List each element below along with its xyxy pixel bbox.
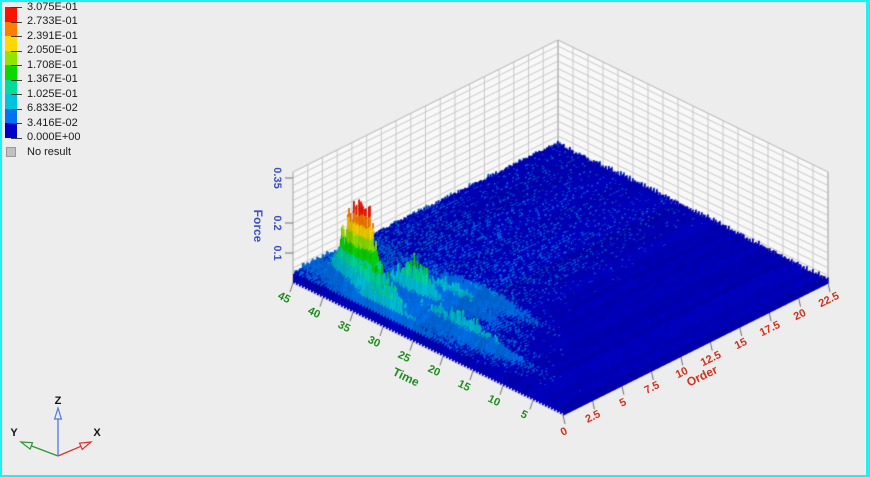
triad-z-axis-arrowhead <box>53 405 63 420</box>
order-tick-label: 7.5 <box>642 379 662 397</box>
legend-color-segment <box>5 50 17 65</box>
time-tick-label: 20 <box>425 363 443 380</box>
legend-tick <box>11 94 22 95</box>
axis-triad: Y X Z <box>10 395 101 457</box>
triad-x-label: X <box>93 427 101 439</box>
legend-level-label: 2.733E-01 <box>27 15 78 27</box>
force-axis-title: Force <box>251 209 265 243</box>
legend-tick <box>11 50 22 52</box>
legend-tick <box>11 7 22 8</box>
legend-level-label: 3.075E-01 <box>27 0 78 13</box>
legend-tick <box>11 21 22 23</box>
legend-color-segment <box>5 7 17 22</box>
legend-color-segment <box>5 123 17 138</box>
order-tick-label: 20 <box>791 306 808 323</box>
legend-color-segment <box>5 108 17 123</box>
triad-x-axis-arrowhead <box>78 441 93 451</box>
legend-level-label: 3.416E-02 <box>27 116 78 129</box>
legend-tick <box>11 137 22 139</box>
time-axis-title: Time <box>390 364 422 390</box>
time-tick-label: 35 <box>335 319 353 336</box>
legend-level-label: 2.391E-01 <box>27 29 78 42</box>
legend-color-segment <box>5 21 17 36</box>
legend-level-label: 2.050E-01 <box>27 44 78 56</box>
legend-colorbar[interactable] <box>5 7 17 138</box>
legend-level-label: 6.833E-02 <box>27 102 78 114</box>
order-tick-label: 0 <box>558 425 570 439</box>
triad-z-label: Z <box>55 395 62 407</box>
legend-color-segment <box>5 65 17 80</box>
triad-y-axis-line <box>31 445 59 457</box>
triad-x-axis-line <box>57 445 82 457</box>
order-tick-label: 5 <box>617 395 629 410</box>
force-tick-label: 0.2 <box>271 215 283 231</box>
legend-tick <box>11 123 22 124</box>
time-tick-label: 30 <box>365 333 383 351</box>
legend-tick <box>11 79 22 81</box>
time-tick-label: 45 <box>275 289 293 307</box>
time-tick-label: 40 <box>305 304 323 321</box>
time-tick-label: 25 <box>395 348 413 365</box>
no-result-swatch <box>6 146 16 157</box>
time-tick-label: 5 <box>518 408 530 423</box>
order-tick-label: 2.5 <box>583 408 603 427</box>
order-tick-label: 15 <box>732 335 749 353</box>
legend-level-label: 1.025E-01 <box>27 87 78 100</box>
legend-tick <box>11 36 22 37</box>
legend-tick <box>11 108 22 110</box>
order-tick-label: 22.5 <box>816 289 842 311</box>
legend-tick <box>11 65 22 66</box>
order-tick-label: 17.5 <box>757 319 783 340</box>
force-tick-label: 0.1 <box>271 245 283 261</box>
triad-y-axis-arrowhead <box>19 441 34 451</box>
time-tick-label: 10 <box>485 392 503 409</box>
no-result-label: No result <box>27 145 72 158</box>
legend-color-segment <box>5 94 17 109</box>
legend-level-label: 1.708E-01 <box>27 58 78 71</box>
legend-level-label: 0.000E+00 <box>27 131 81 143</box>
force-tick-label: 0.35 <box>271 167 283 189</box>
legend-level-label: 1.367E-01 <box>27 73 78 85</box>
time-tick-label: 15 <box>455 377 473 395</box>
triad-y-label: Y <box>10 427 18 439</box>
legend-color-segment <box>5 79 17 94</box>
legend-color-segment <box>5 36 17 51</box>
